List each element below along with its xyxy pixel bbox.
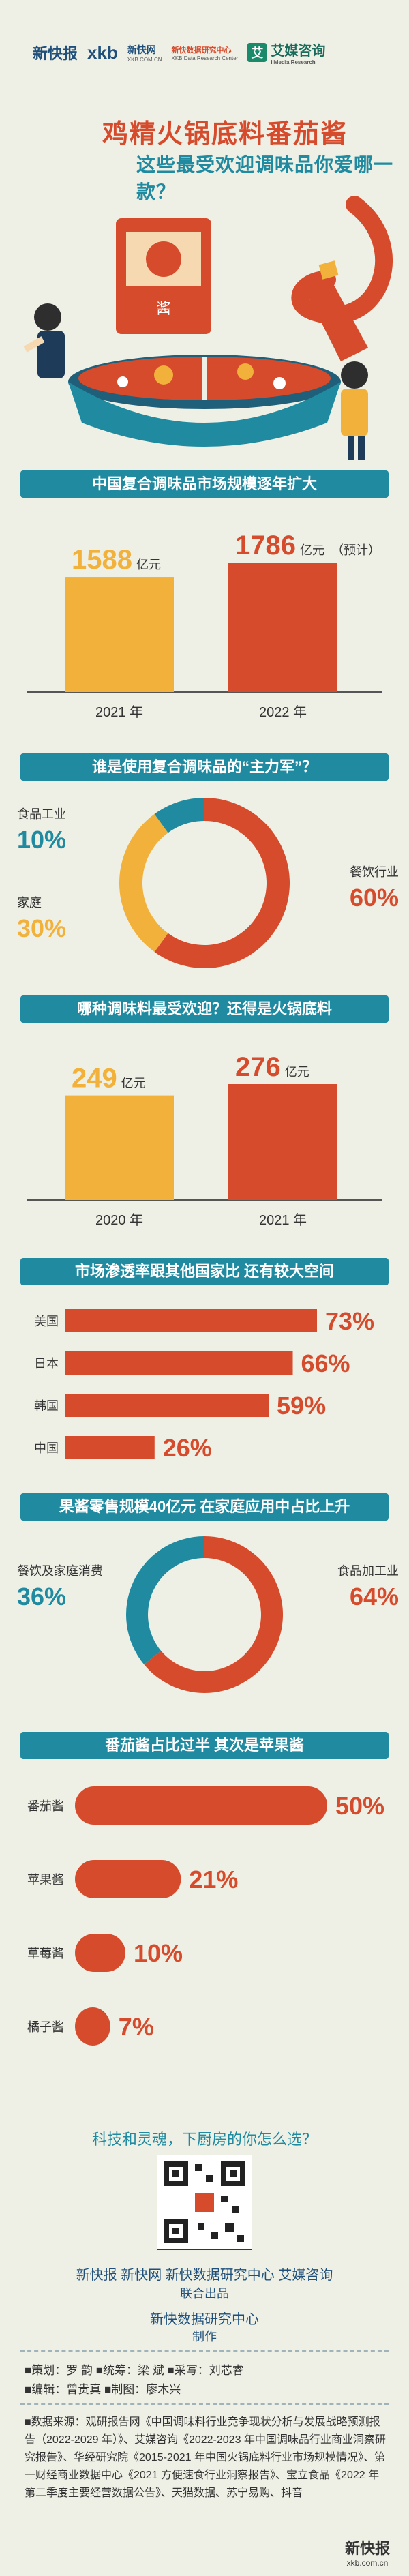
data-sources: ■数据来源：观研报告网《中国调味料行业竞争现状分析与发展战略预测报告（2022-…: [25, 2416, 386, 2499]
footer-orgs: 新快报 新快网 新快数据研究中心 艾媒咨询: [76, 2268, 333, 2283]
main-title: 鸡精火锅底料番茄酱: [102, 120, 348, 149]
section3-banner: 哪种调味料最受欢迎？还得是火锅底料: [20, 995, 389, 1023]
xkb-logo: 新快报: [33, 45, 78, 62]
research-center-logo: 新快数据研究中心 XKB Data Research Center: [171, 46, 239, 61]
svg-text:酱: 酱: [156, 300, 171, 317]
logo-row: 新快报 xkb 新快网 XKB.COM.CN 新快数据研究中心 XKB Data…: [33, 40, 325, 66]
footer-divider-2: [20, 2403, 389, 2405]
hbar-label-1: 日本: [34, 1357, 59, 1371]
jam-usage-donut-chart: 食品加工业 64% 餐饮及家庭消费 36%: [17, 1536, 399, 1693]
hbar-value-0: 50%: [335, 1792, 384, 1820]
donut-slice-2: [154, 798, 204, 833]
donut-slice-1: [119, 813, 168, 953]
hbar-value-2: 59%: [277, 1392, 326, 1420]
slice-value-2: 10%: [17, 826, 66, 854]
hbar-value-2: 10%: [134, 1939, 183, 1967]
aimei-mark-icon: 艾: [247, 43, 267, 62]
footer-slogan: 科技和灵魂，下厨房的你怎么选？: [91, 2131, 317, 2148]
hbar-label-1: 苹果酱: [27, 1873, 64, 1887]
jam-types-hbar-chart: 番茄酱 50% 苹果酱 21% 草莓酱 10% 橘子酱 7%: [27, 1786, 384, 2046]
chef-right-figure: [341, 361, 368, 460]
chef-left-figure: [23, 303, 65, 378]
slice-label-0: 食品加工业: [337, 1564, 399, 1578]
slice-label-0: 餐饮行业: [350, 865, 399, 879]
hbar-label-3: 橘子酱: [27, 2020, 64, 2034]
section1-banner: 中国复合调味品市场规模逐年扩大: [20, 470, 389, 498]
hbar-0: [65, 1309, 317, 1332]
penetration-hbar-chart: 美国 73% 日本 66% 韩国 59% 中国 26%: [34, 1307, 374, 1462]
xkbw-logo: 新快网 XKB.COM.CN: [127, 45, 162, 63]
hbar-1: [75, 1860, 181, 1898]
hbar-2: [75, 1934, 125, 1972]
slice-label-1: 餐饮及家庭消费: [17, 1564, 103, 1578]
section2-banner: 谁是使用复合调味品的“主力军”？: [20, 753, 389, 781]
qr-code-icon[interactable]: [157, 2155, 252, 2250]
users-donut-chart: 餐饮行业 60% 家庭 30% 食品工业 10%: [17, 798, 399, 968]
hbar-label-0: 番茄酱: [27, 1799, 64, 1813]
footer-produce: 制作: [192, 2330, 217, 2343]
slice-value-1: 36%: [17, 1583, 66, 1611]
section6-banner: 番茄酱占比过半 其次是苹果酱: [20, 1732, 389, 1759]
bar-0: [65, 1095, 174, 1200]
bar-1: [228, 1084, 337, 1200]
slice-label-2: 食品工业: [17, 807, 66, 821]
market-size-bar-chart: 1588 亿元 2021 年 1786 亿元 （预计） 2022 年: [27, 530, 382, 720]
footer-producer: 新快数据研究中心: [150, 2312, 259, 2327]
category-label-1: 2021 年: [259, 1212, 307, 1228]
footer-divider: [20, 2350, 389, 2352]
slice-value-0: 60%: [350, 884, 399, 912]
category-label-1: 2022 年: [259, 704, 307, 720]
hbar-value-1: 66%: [301, 1349, 350, 1377]
hbar-label-0: 美国: [34, 1315, 59, 1328]
hbar-3: [65, 1436, 155, 1459]
hbar-label-3: 中国: [34, 1441, 59, 1455]
credits-line2: ■编辑：曾贵真 ■制图：廖木兴: [25, 2383, 181, 2396]
bar-value-1: 276 亿元: [235, 1052, 309, 1082]
category-label-0: 2020 年: [95, 1212, 143, 1228]
aimei-logo: 艾 艾媒咨询 iiMedia Research: [247, 40, 325, 65]
donut-slice-0: [154, 798, 290, 968]
ketchup-bottle-icon: [300, 260, 368, 361]
footer-joint: 联合出品: [180, 2287, 229, 2301]
hbar-value-0: 73%: [325, 1307, 374, 1335]
slice-value-1: 30%: [17, 914, 66, 942]
slice-value-0: 64%: [350, 1583, 399, 1611]
hotpot-icon: [68, 355, 341, 447]
credits-line1: ■策划：罗 韵 ■统筹：梁 斌 ■采写：刘芯睿: [25, 2364, 244, 2377]
hbar-0: [75, 1786, 327, 1825]
hbar-value-3: 7%: [119, 2013, 154, 2041]
bar-value-0: 249 亿元: [72, 1064, 146, 1094]
hbar-2: [65, 1394, 269, 1417]
xkb-stamp: 新快报 xkb.com.cn: [344, 2540, 390, 2568]
section5-banner: 果酱零售规模40亿元 在家庭应用中占比上升: [20, 1493, 389, 1521]
hbar-value-1: 21%: [189, 1866, 238, 1893]
bar-value-0: 1588 亿元: [72, 545, 161, 575]
donut-slice-0: [144, 1536, 283, 1693]
slice-label-1: 家庭: [17, 896, 42, 910]
bar-1: [228, 563, 337, 692]
section4-banner: 市场渗透率跟其他国家比 还有较大空间: [20, 1258, 389, 1285]
hotpot-base-bar-chart: 249 亿元 2020 年 276 亿元 2021 年: [27, 1052, 382, 1228]
hbar-1: [65, 1351, 293, 1375]
hbar-label-2: 韩国: [34, 1399, 59, 1413]
hotpot-illustration: 酱: [23, 196, 393, 460]
hbar-value-3: 26%: [163, 1434, 212, 1462]
header: 新快报 xkb 新快网 XKB.COM.CN 新快数据研究中心 XKB Data…: [0, 0, 409, 66]
hbar-label-2: 草莓酱: [27, 1947, 64, 1960]
subtitle: 这些最受欢迎调味品你爱哪一款？: [136, 154, 394, 203]
bar-0: [65, 577, 174, 692]
bar-value-1: 1786 亿元 （预计）: [235, 530, 380, 560]
category-label-0: 2021 年: [95, 704, 143, 720]
xkb-en-logo: xkb: [87, 42, 118, 63]
donut-slice-1: [125, 1536, 204, 1665]
sauce-pack-icon: 酱: [116, 218, 211, 334]
hbar-3: [75, 2007, 110, 2046]
